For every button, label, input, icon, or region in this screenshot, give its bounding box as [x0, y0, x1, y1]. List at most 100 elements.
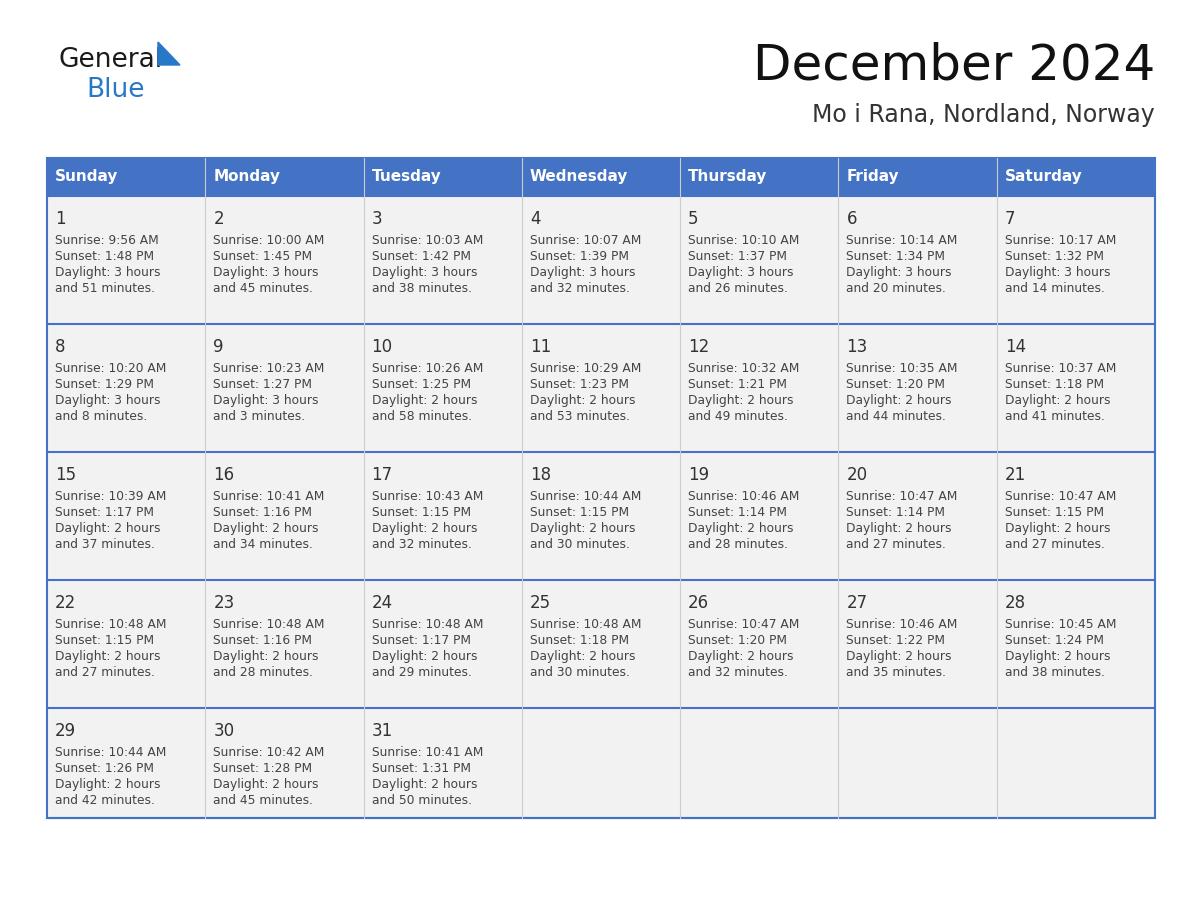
Text: Sunset: 1:34 PM: Sunset: 1:34 PM	[846, 250, 946, 263]
Text: Sunrise: 10:48 AM: Sunrise: 10:48 AM	[214, 618, 324, 631]
Text: Sunrise: 10:35 AM: Sunrise: 10:35 AM	[846, 362, 958, 375]
Text: 31: 31	[372, 722, 393, 740]
Text: Sunrise: 10:10 AM: Sunrise: 10:10 AM	[688, 234, 800, 247]
Bar	[681, 708, 839, 818]
Text: 11: 11	[530, 338, 551, 356]
Bar	[839, 158, 997, 196]
Text: and 37 minutes.: and 37 minutes.	[55, 538, 154, 551]
Text: Sunset: 1:18 PM: Sunset: 1:18 PM	[530, 634, 628, 647]
Text: December 2024: December 2024	[753, 41, 1155, 89]
Bar	[522, 708, 681, 818]
Bar	[48, 580, 206, 708]
Text: Sunset: 1:18 PM: Sunset: 1:18 PM	[1005, 378, 1104, 391]
Text: Saturday: Saturday	[1005, 170, 1082, 185]
Bar	[206, 708, 364, 818]
Text: Sunset: 1:22 PM: Sunset: 1:22 PM	[846, 634, 946, 647]
Text: Sunrise: 10:48 AM: Sunrise: 10:48 AM	[530, 618, 642, 631]
Text: Sunset: 1:14 PM: Sunset: 1:14 PM	[688, 506, 788, 519]
Text: Sunset: 1:23 PM: Sunset: 1:23 PM	[530, 378, 628, 391]
Text: Sunset: 1:42 PM: Sunset: 1:42 PM	[372, 250, 470, 263]
Text: and 29 minutes.: and 29 minutes.	[372, 666, 472, 679]
Text: 24: 24	[372, 594, 393, 612]
Text: Sunset: 1:15 PM: Sunset: 1:15 PM	[372, 506, 470, 519]
Text: Daylight: 2 hours: Daylight: 2 hours	[372, 650, 478, 663]
Text: Daylight: 3 hours: Daylight: 3 hours	[55, 266, 160, 279]
Bar	[364, 324, 522, 452]
Text: Sunrise: 10:41 AM: Sunrise: 10:41 AM	[372, 746, 484, 759]
Bar	[997, 324, 1155, 452]
Text: and 45 minutes.: and 45 minutes.	[214, 794, 314, 807]
Bar	[206, 452, 364, 580]
Text: and 35 minutes.: and 35 minutes.	[846, 666, 947, 679]
Text: and 42 minutes.: and 42 minutes.	[55, 794, 154, 807]
Bar	[522, 452, 681, 580]
Text: Sunset: 1:16 PM: Sunset: 1:16 PM	[214, 634, 312, 647]
Bar	[997, 196, 1155, 324]
Bar	[364, 580, 522, 708]
Text: Monday: Monday	[214, 170, 280, 185]
Text: and 3 minutes.: and 3 minutes.	[214, 410, 305, 423]
Text: 16: 16	[214, 466, 234, 484]
Text: Sunrise: 10:23 AM: Sunrise: 10:23 AM	[214, 362, 324, 375]
Bar	[48, 158, 1155, 818]
Text: Sunset: 1:39 PM: Sunset: 1:39 PM	[530, 250, 628, 263]
Text: Sunrise: 10:45 AM: Sunrise: 10:45 AM	[1005, 618, 1117, 631]
Text: and 32 minutes.: and 32 minutes.	[372, 538, 472, 551]
Text: 15: 15	[55, 466, 76, 484]
Text: 4: 4	[530, 210, 541, 228]
Text: Sunrise: 9:56 AM: Sunrise: 9:56 AM	[55, 234, 159, 247]
Text: Tuesday: Tuesday	[372, 170, 441, 185]
Text: Sunrise: 10:14 AM: Sunrise: 10:14 AM	[846, 234, 958, 247]
Text: Sunrise: 10:39 AM: Sunrise: 10:39 AM	[55, 490, 166, 503]
Bar	[364, 158, 522, 196]
Text: Sunset: 1:16 PM: Sunset: 1:16 PM	[214, 506, 312, 519]
Text: Daylight: 2 hours: Daylight: 2 hours	[846, 394, 952, 407]
Polygon shape	[158, 42, 181, 65]
Text: Sunrise: 10:47 AM: Sunrise: 10:47 AM	[1005, 490, 1116, 503]
Text: Sunset: 1:26 PM: Sunset: 1:26 PM	[55, 762, 154, 775]
Text: Daylight: 2 hours: Daylight: 2 hours	[372, 778, 478, 791]
Text: and 41 minutes.: and 41 minutes.	[1005, 410, 1105, 423]
Text: 12: 12	[688, 338, 709, 356]
Text: Daylight: 2 hours: Daylight: 2 hours	[530, 522, 636, 535]
Text: General: General	[58, 47, 162, 73]
Text: Sunset: 1:31 PM: Sunset: 1:31 PM	[372, 762, 470, 775]
Text: Daylight: 3 hours: Daylight: 3 hours	[214, 266, 318, 279]
Text: 19: 19	[688, 466, 709, 484]
Text: 14: 14	[1005, 338, 1026, 356]
Text: Sunrise: 10:29 AM: Sunrise: 10:29 AM	[530, 362, 642, 375]
Text: Daylight: 2 hours: Daylight: 2 hours	[214, 522, 318, 535]
Text: Wednesday: Wednesday	[530, 170, 628, 185]
Bar	[681, 452, 839, 580]
Text: Sunset: 1:17 PM: Sunset: 1:17 PM	[55, 506, 154, 519]
Text: 27: 27	[846, 594, 867, 612]
Text: and 49 minutes.: and 49 minutes.	[688, 410, 788, 423]
Text: and 30 minutes.: and 30 minutes.	[530, 666, 630, 679]
Text: Sunset: 1:25 PM: Sunset: 1:25 PM	[372, 378, 470, 391]
Bar	[997, 708, 1155, 818]
Text: 22: 22	[55, 594, 76, 612]
Text: Daylight: 2 hours: Daylight: 2 hours	[1005, 650, 1111, 663]
Text: 5: 5	[688, 210, 699, 228]
Text: Daylight: 3 hours: Daylight: 3 hours	[530, 266, 636, 279]
Text: and 8 minutes.: and 8 minutes.	[55, 410, 147, 423]
Bar	[681, 158, 839, 196]
Bar	[681, 580, 839, 708]
Bar	[364, 452, 522, 580]
Text: Friday: Friday	[846, 170, 899, 185]
Text: 29: 29	[55, 722, 76, 740]
Bar	[48, 324, 206, 452]
Text: Daylight: 3 hours: Daylight: 3 hours	[688, 266, 794, 279]
Bar	[839, 708, 997, 818]
Text: Sunrise: 10:44 AM: Sunrise: 10:44 AM	[530, 490, 642, 503]
Bar	[48, 708, 206, 818]
Text: Sunset: 1:20 PM: Sunset: 1:20 PM	[688, 634, 788, 647]
Text: and 53 minutes.: and 53 minutes.	[530, 410, 630, 423]
Bar	[522, 158, 681, 196]
Text: Sunrise: 10:03 AM: Sunrise: 10:03 AM	[372, 234, 484, 247]
Text: Daylight: 2 hours: Daylight: 2 hours	[214, 650, 318, 663]
Bar	[48, 452, 206, 580]
Bar	[522, 196, 681, 324]
Text: 25: 25	[530, 594, 551, 612]
Text: Daylight: 2 hours: Daylight: 2 hours	[214, 778, 318, 791]
